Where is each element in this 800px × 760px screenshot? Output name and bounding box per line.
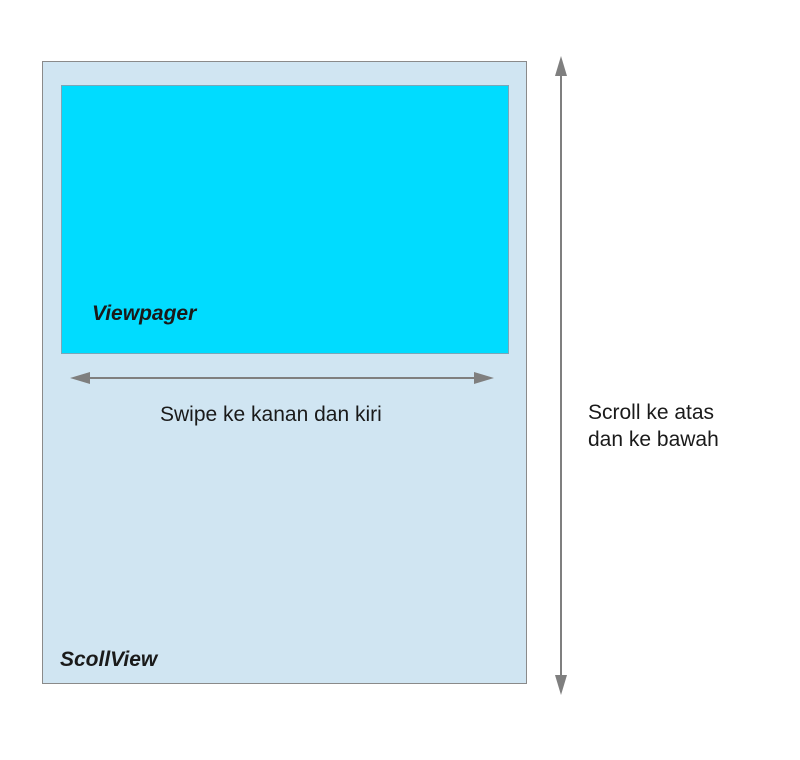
scrollview-label: ScollView [60,648,158,671]
swipe-caption: Swipe ke kanan dan kiri [160,403,382,426]
arrow-up-head [555,56,567,76]
arrow-down-head [555,675,567,695]
scroll-caption: Scroll ke atas dan ke bawah [588,399,719,453]
scroll-caption-line-2: dan ke bawah [588,428,719,451]
viewpager-label: Viewpager [92,302,197,325]
vertical-double-arrow [555,56,567,695]
viewpager-box [61,85,509,354]
scroll-caption-line-1: Scroll ke atas [588,401,715,424]
